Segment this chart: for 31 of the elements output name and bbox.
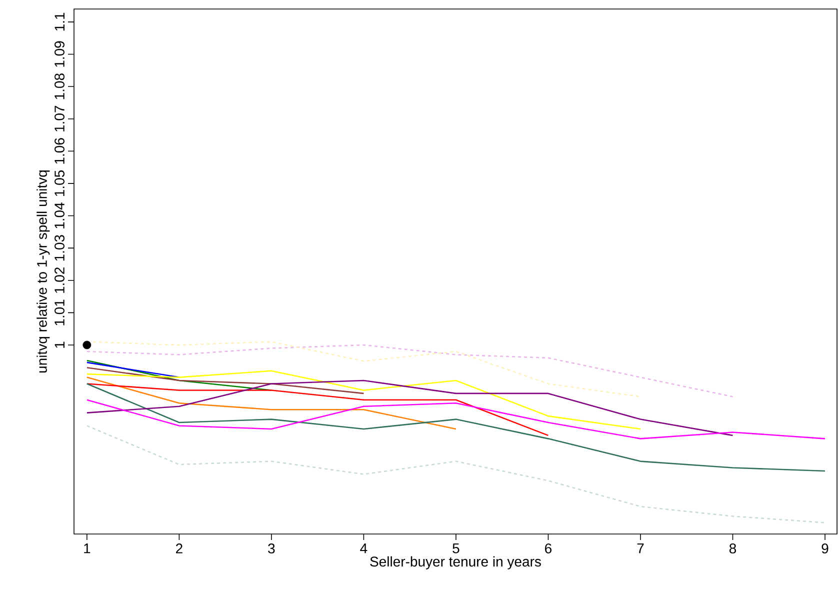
line-series bbox=[86, 425, 826, 524]
x-tick-label: 6 bbox=[545, 544, 552, 554]
x-tick-label: 3 bbox=[268, 544, 275, 554]
x-tick-label: 7 bbox=[637, 544, 644, 554]
y-tick-label: 1.03 bbox=[54, 235, 64, 261]
x-tick-label: 4 bbox=[360, 544, 368, 554]
y-tick-label: 1.05 bbox=[54, 170, 64, 196]
y-tick-label: 1 bbox=[54, 342, 64, 348]
line-series bbox=[86, 399, 826, 440]
x-tick-label: 1 bbox=[84, 544, 90, 554]
x-tick-label: 9 bbox=[822, 544, 828, 554]
line-series bbox=[86, 344, 734, 398]
line-series bbox=[86, 380, 734, 436]
line-series bbox=[86, 370, 642, 430]
x-tick-label: 5 bbox=[452, 544, 460, 554]
x-tick-label: 2 bbox=[176, 544, 182, 554]
line-series bbox=[86, 383, 549, 436]
y-tick-label: 1.04 bbox=[54, 202, 64, 228]
y-tick-label: 1.06 bbox=[54, 138, 64, 164]
y-tick-label: 1.08 bbox=[54, 74, 64, 100]
line-series bbox=[86, 376, 457, 430]
x-axis-title: Seller-buyer tenure in years bbox=[370, 556, 541, 570]
y-tick-label: 1.09 bbox=[54, 41, 64, 67]
y-tick-label: 1.07 bbox=[54, 106, 64, 132]
y-tick-label: 1.1 bbox=[54, 12, 64, 31]
y-tick-label: 1.01 bbox=[54, 300, 64, 326]
line-series bbox=[86, 383, 826, 472]
y-axis-title: unitvq relative to 1-yr spell unitvq bbox=[36, 170, 50, 373]
line-series bbox=[86, 366, 364, 394]
y-tick-label: 1.02 bbox=[54, 267, 64, 293]
x-tick-label: 8 bbox=[729, 544, 736, 554]
